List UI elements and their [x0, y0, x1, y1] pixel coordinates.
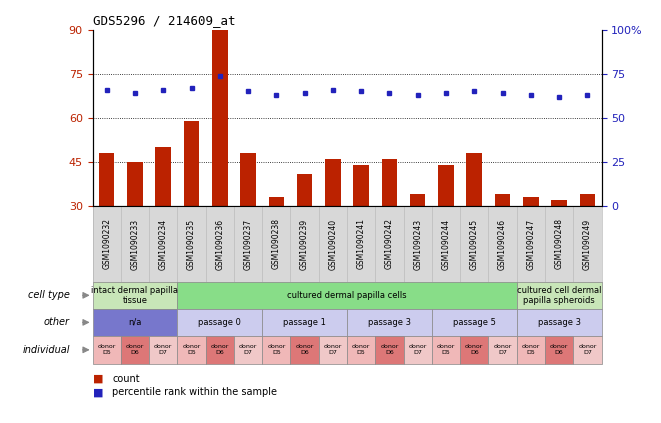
Text: percentile rank within the sample: percentile rank within the sample [112, 387, 278, 398]
Bar [347, 336, 375, 364]
Text: GSM1090232: GSM1090232 [102, 219, 111, 269]
Bar [325, 159, 340, 206]
Text: GSM1090237: GSM1090237 [243, 218, 253, 269]
Text: donor
D5: donor D5 [97, 344, 116, 355]
Text: passage 1: passage 1 [283, 318, 326, 327]
Text: GSM1090233: GSM1090233 [130, 218, 139, 269]
Bar [488, 336, 517, 364]
Bar [297, 174, 313, 206]
Bar [517, 336, 545, 364]
Text: GSM1090238: GSM1090238 [272, 219, 281, 269]
Text: donor
D7: donor D7 [493, 344, 512, 355]
Bar [347, 309, 432, 336]
Bar [517, 309, 602, 336]
Text: cell type: cell type [28, 290, 70, 300]
Text: GSM1090240: GSM1090240 [329, 218, 337, 269]
Bar [177, 336, 206, 364]
Text: other: other [44, 317, 70, 327]
Text: GSM1090247: GSM1090247 [526, 218, 535, 269]
Bar [467, 153, 482, 206]
Text: GSM1090235: GSM1090235 [187, 218, 196, 269]
Text: GSM1090234: GSM1090234 [159, 218, 168, 269]
Bar [381, 159, 397, 206]
Text: cultured cell dermal
papilla spheroids: cultured cell dermal papilla spheroids [517, 286, 602, 305]
Text: donor
D5: donor D5 [352, 344, 370, 355]
Text: donor
D6: donor D6 [295, 344, 314, 355]
Bar [375, 336, 404, 364]
Bar [319, 336, 347, 364]
Text: GSM1090241: GSM1090241 [357, 219, 366, 269]
Bar [460, 336, 488, 364]
Text: GSM1090242: GSM1090242 [385, 219, 394, 269]
Text: ■: ■ [93, 374, 103, 384]
Text: donor
D6: donor D6 [380, 344, 399, 355]
Bar [573, 336, 602, 364]
Bar [234, 336, 262, 364]
Text: donor
D7: donor D7 [408, 344, 427, 355]
Bar [149, 336, 177, 364]
Bar [93, 282, 177, 309]
Bar [290, 336, 319, 364]
Bar [241, 153, 256, 206]
Bar [580, 195, 595, 206]
Text: GSM1090236: GSM1090236 [215, 218, 224, 269]
Text: passage 3: passage 3 [537, 318, 580, 327]
Text: count: count [112, 374, 140, 384]
Bar [99, 153, 114, 206]
Bar [545, 336, 573, 364]
Text: donor
D7: donor D7 [578, 344, 597, 355]
Bar [127, 162, 143, 206]
Bar [262, 336, 290, 364]
Text: passage 5: passage 5 [453, 318, 496, 327]
Text: intact dermal papilla
tissue: intact dermal papilla tissue [91, 286, 178, 305]
Text: donor
D6: donor D6 [465, 344, 483, 355]
Bar [517, 282, 602, 309]
Bar [354, 165, 369, 206]
Bar [551, 200, 567, 206]
Bar [432, 336, 460, 364]
Text: ■: ■ [93, 387, 103, 398]
Bar [495, 195, 510, 206]
Bar [432, 309, 517, 336]
Text: passage 0: passage 0 [198, 318, 241, 327]
Bar [404, 336, 432, 364]
Text: GSM1090243: GSM1090243 [413, 218, 422, 269]
Bar [155, 147, 171, 206]
Text: donor
D5: donor D5 [182, 344, 201, 355]
Bar [410, 195, 426, 206]
Text: donor
D7: donor D7 [239, 344, 257, 355]
Bar [184, 121, 199, 206]
Text: GSM1090244: GSM1090244 [442, 218, 451, 269]
Text: donor
D7: donor D7 [154, 344, 173, 355]
Bar [212, 30, 227, 206]
Text: GSM1090248: GSM1090248 [555, 219, 564, 269]
Text: donor
D5: donor D5 [437, 344, 455, 355]
Text: donor
D6: donor D6 [126, 344, 144, 355]
Bar [177, 282, 517, 309]
Text: individual: individual [22, 345, 70, 355]
Bar [121, 336, 149, 364]
Text: GSM1090246: GSM1090246 [498, 218, 507, 269]
Bar [93, 336, 121, 364]
Bar [262, 309, 347, 336]
Text: donor
D7: donor D7 [324, 344, 342, 355]
Text: cultured dermal papilla cells: cultured dermal papilla cells [288, 291, 407, 300]
Bar [177, 309, 262, 336]
Text: donor
D5: donor D5 [267, 344, 286, 355]
Text: n/a: n/a [128, 318, 141, 327]
Bar [268, 197, 284, 206]
Text: donor
D6: donor D6 [550, 344, 568, 355]
Text: GDS5296 / 214609_at: GDS5296 / 214609_at [93, 14, 235, 27]
Text: passage 3: passage 3 [368, 318, 411, 327]
Text: donor
D6: donor D6 [211, 344, 229, 355]
Text: GSM1090239: GSM1090239 [300, 218, 309, 269]
Text: GSM1090249: GSM1090249 [583, 218, 592, 269]
Text: GSM1090245: GSM1090245 [470, 218, 479, 269]
Bar [438, 165, 453, 206]
Bar [523, 197, 539, 206]
Text: donor
D5: donor D5 [522, 344, 540, 355]
Bar [206, 336, 234, 364]
Bar [93, 309, 177, 336]
